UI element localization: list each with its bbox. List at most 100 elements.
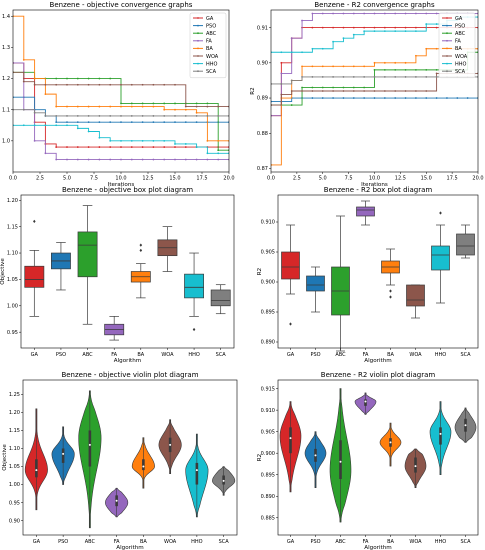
x-tick-label: 2.5 [36, 176, 44, 182]
x-tick-label: 10.0 [369, 176, 380, 182]
data-point-woa [195, 105, 198, 108]
x-axis-label: Algorithm [116, 545, 143, 550]
x-tick-label: 7.5 [345, 176, 353, 182]
legend-marker [197, 55, 199, 57]
box-sca [210, 284, 231, 315]
data-point-abc [109, 77, 112, 80]
data-point-ba [120, 105, 122, 108]
data-point-pso [352, 97, 355, 99]
data-point-ga [321, 26, 324, 29]
legend-marker [197, 62, 199, 65]
data-point-fa [130, 158, 133, 161]
y-tick-label: 1.00 [7, 303, 18, 309]
data-point-sca [435, 76, 438, 78]
x-tick-label: 0.0 [9, 176, 17, 182]
legend-marker [197, 24, 199, 27]
violin-median [339, 460, 342, 463]
violin-pso [51, 426, 75, 485]
legend-marker [197, 32, 199, 35]
data-point-hho [311, 47, 314, 50]
data-point-ba [311, 65, 314, 68]
data-point-ba [301, 65, 303, 68]
box-fa [356, 200, 375, 226]
data-point-abc [206, 102, 209, 105]
box-iqr [356, 206, 375, 217]
data-point-hho [98, 136, 101, 139]
violin-median [314, 454, 317, 457]
data-point-pso [383, 97, 386, 99]
violin-median [464, 424, 467, 427]
legend-label: FA [206, 39, 212, 45]
data-point-ba [206, 139, 209, 142]
y-tick-label: 1.3 [2, 45, 10, 51]
y-axis-label: R2 [257, 268, 263, 275]
data-point-fa [217, 158, 220, 161]
violin-iqr [195, 462, 199, 485]
data-point-woa [44, 83, 47, 86]
data-point-pso [120, 121, 122, 124]
data-point-ba [342, 65, 345, 68]
data-point-pso [373, 97, 376, 99]
x-tick-label: SCA [219, 539, 230, 545]
legend-label: SCA [455, 69, 466, 75]
data-point-sca [415, 76, 417, 78]
data-point-ga [163, 146, 166, 148]
y-tick-label: 1.20 [9, 410, 20, 416]
violin-pso [304, 431, 327, 488]
data-point-sca [87, 115, 90, 117]
outlier-point [389, 295, 392, 299]
axes-frame [12, 9, 230, 173]
x-tick-label: SCA [216, 352, 227, 358]
data-point-pso [394, 97, 397, 99]
axes-frame [277, 194, 479, 349]
data-point-sca [55, 115, 58, 117]
data-point-sca [332, 76, 334, 78]
data-point-sca [280, 83, 283, 85]
box-sca [456, 224, 475, 259]
x-tick-label: BA [137, 352, 144, 358]
data-point-woa [352, 90, 355, 92]
data-point-hho [415, 30, 417, 33]
data-point-abc [66, 77, 68, 80]
data-point-woa [55, 83, 58, 86]
chart-title: Benzene - R2 convergence graphs [314, 1, 435, 9]
box-abc [77, 205, 98, 325]
data-point-sca [217, 115, 220, 117]
data-point-ga [120, 146, 122, 148]
y-tick-label: 1.4 [2, 14, 10, 20]
data-point-fa [141, 158, 144, 161]
data-point-pso [363, 97, 366, 99]
data-point-fa [415, 12, 417, 15]
box-iqr [24, 265, 45, 288]
data-point-fa [332, 12, 334, 15]
data-point-sca [33, 111, 36, 114]
data-point-woa [76, 83, 79, 86]
box-woa [406, 284, 425, 319]
x-tick-label: WOA [161, 352, 174, 358]
y-tick-label: 0.89 [257, 96, 268, 102]
data-point-ba [98, 105, 101, 108]
y-tick-label: 0.910 [261, 408, 275, 414]
legend-label: BA [206, 46, 213, 52]
series-line-pso [13, 96, 229, 123]
legend-marker [446, 70, 448, 73]
data-point-fa [152, 158, 155, 161]
y-tick-label: 1.25 [9, 392, 20, 398]
data-point-pso [76, 121, 79, 124]
legend-marker [446, 32, 448, 35]
data-point-abc [373, 68, 376, 71]
data-point-woa [152, 83, 155, 86]
y-tick-label: 0.915 [261, 386, 275, 392]
data-point-hho [130, 139, 133, 142]
x-axis-label: Iterations [108, 182, 135, 188]
data-point-woa [98, 83, 101, 86]
data-point-pso [435, 97, 438, 99]
data-point-hho [404, 30, 407, 33]
violin-median [414, 465, 417, 468]
violin-iqr [35, 459, 38, 478]
y-tick-label: 0.910 [261, 220, 275, 226]
data-point-sca [195, 115, 198, 117]
data-point-abc [311, 86, 314, 89]
outlier-point [439, 211, 442, 215]
